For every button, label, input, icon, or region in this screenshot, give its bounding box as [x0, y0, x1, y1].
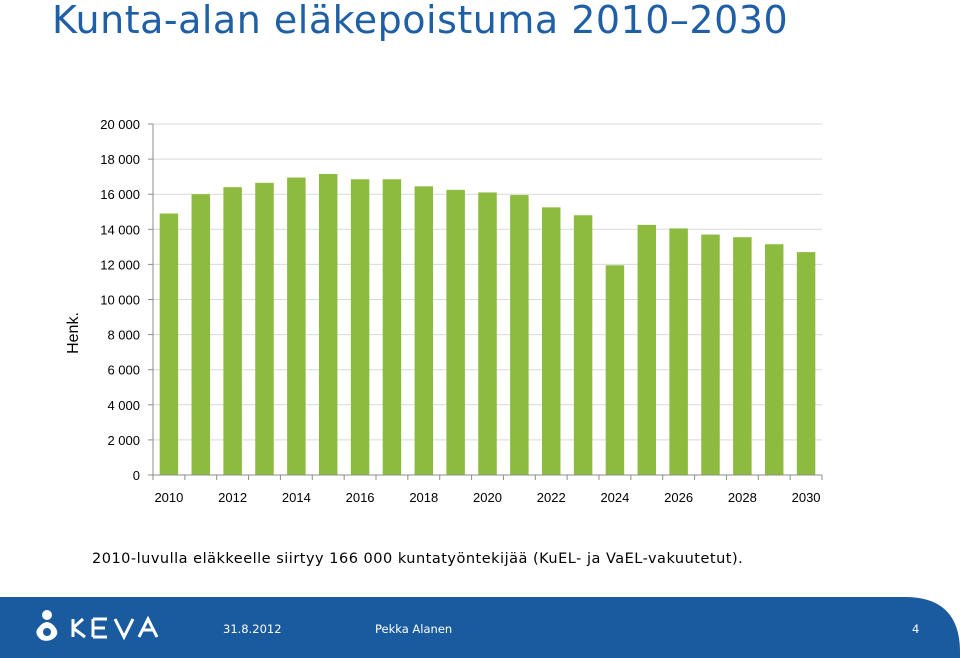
bar-2017: [382, 179, 402, 475]
footer-background: [0, 597, 960, 658]
bar-2019: [446, 189, 465, 475]
x-tick-label: 2016: [346, 490, 375, 505]
bar-2023: [573, 215, 593, 475]
axes: [148, 123, 823, 480]
bar-2014: [287, 177, 306, 475]
bar-2024: [605, 265, 625, 475]
x-tick-label: 2012: [218, 490, 247, 505]
page-number: 4: [912, 622, 920, 636]
y-tick-label: 18 000: [100, 152, 140, 167]
x-tick-label: 2018: [409, 490, 438, 505]
bar-2022: [541, 207, 561, 476]
bar-2029: [764, 244, 784, 475]
x-tick-label: 2020: [473, 490, 502, 505]
footer-bar: 31.8.2012 Pekka Alanen 4: [0, 597, 960, 658]
x-tick-label: 2026: [664, 490, 693, 505]
x-tick-label: 2028: [728, 490, 757, 505]
bar-2016: [350, 179, 370, 475]
bar-2012: [223, 187, 242, 475]
chart-caption: 2010-luvulla eläkkeelle siirtyy 166 000 …: [92, 551, 744, 567]
y-tick-label: 4 000: [107, 398, 140, 413]
bar-2018: [414, 186, 434, 476]
y-tick-labels: 0 2 000 4 000 6 000 8 000 10 000 12 000 14 000 1…: [100, 117, 140, 483]
bar-2021: [510, 195, 529, 475]
y-tick-label: 20 000: [100, 117, 140, 132]
y-tick-label: 0: [133, 468, 140, 483]
bar-chart: 0 2 000 4 000 6 000 8 000 10 000 12 000 14 000 1…: [65, 117, 823, 505]
y-axis-label: Henk.: [65, 312, 82, 354]
page-title: Kunta-alan eläkepoistuma 2010–2030: [52, 0, 789, 42]
keva-logo-icon: [36, 610, 159, 641]
bar-2030: [796, 252, 816, 475]
bar-2028: [733, 237, 752, 475]
bar-2026: [669, 228, 688, 475]
bar-2015: [318, 174, 338, 475]
y-tick-label: 10 000: [100, 293, 140, 308]
y-tick-label: 16 000: [100, 187, 140, 202]
x-tick-labels: 2010 2012 2014 2016 2018 2020 2022 2024 2026 2028…: [154, 490, 820, 505]
bar-2011: [191, 194, 211, 475]
footer-author: Pekka Alanen: [375, 622, 453, 636]
bars: [159, 174, 816, 476]
y-tick-label: 14 000: [100, 222, 140, 237]
bar-2010: [159, 213, 179, 475]
bar-2020: [478, 192, 497, 475]
y-tick-label: 12 000: [100, 257, 140, 272]
y-tick-label: 6 000: [107, 363, 140, 378]
bar-2027: [701, 234, 720, 475]
x-tick-label: 2030: [792, 490, 821, 505]
x-tick-label: 2014: [282, 490, 311, 505]
bar-2013: [255, 182, 274, 476]
bar-2025: [637, 224, 657, 475]
footer-date: 31.8.2012: [223, 622, 282, 636]
x-tick-label: 2010: [154, 490, 183, 505]
x-tick-label: 2024: [600, 490, 629, 505]
y-tick-label: 8 000: [107, 328, 140, 343]
y-tick-label: 2 000: [107, 433, 140, 448]
x-tick-label: 2022: [537, 490, 566, 505]
